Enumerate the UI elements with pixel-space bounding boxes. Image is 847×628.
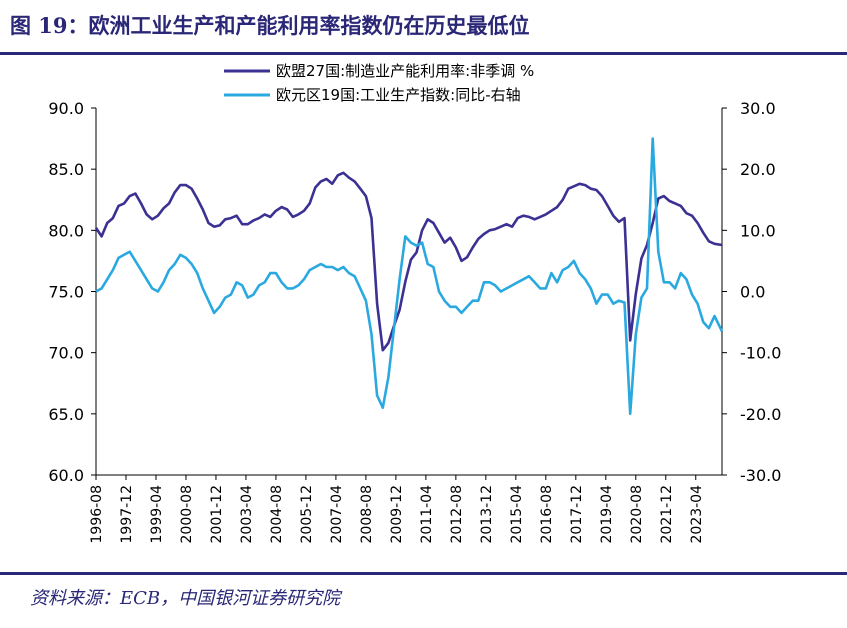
x-tick-label: 2015-04 <box>509 485 525 544</box>
y-left-tick-label: 70.0 <box>48 344 84 363</box>
series-line-capacity-utilization <box>94 171 723 352</box>
y-left-tick-label: 75.0 <box>48 283 84 302</box>
y-right-tick-label: -10.0 <box>740 344 781 363</box>
x-tick-label: 2012-08 <box>449 485 465 544</box>
x-tick-label: 2009-12 <box>389 485 405 544</box>
y-right-tick-label: 20.0 <box>740 160 776 179</box>
x-tick-label: 2016-08 <box>539 485 555 544</box>
series-line-industrial-production <box>95 137 724 416</box>
y-left-tick-label: 85.0 <box>48 160 84 179</box>
line-chart: 欧盟27国:制造业产能利用率:非季调 %欧元区19国:工业生产指数:同比-右轴 … <box>48 62 781 544</box>
x-tick-label: 2020-08 <box>629 485 645 544</box>
x-tick-label: 2019-04 <box>599 485 615 544</box>
y-right-tick-label: -20.0 <box>740 405 781 424</box>
y-right-tick-label: -30.0 <box>740 466 781 485</box>
legend-label: 欧元区19国:工业生产指数:同比-右轴 <box>276 86 521 104</box>
x-tick-label: 2017-12 <box>569 485 585 544</box>
y-left-tick-label: 65.0 <box>48 405 84 424</box>
y-right-tick-label: 10.0 <box>740 221 776 240</box>
x-tick-label: 1996-08 <box>89 485 105 544</box>
y-right-tick-label: 0.0 <box>740 283 765 302</box>
x-tick-label: 2003-04 <box>239 485 255 544</box>
x-tick-label: 2005-12 <box>299 485 315 544</box>
figure-title: 图 19：欧洲工业生产和产能利用率指数仍在历史最低位 <box>10 13 530 38</box>
series-lines <box>94 137 724 416</box>
source-rule <box>0 572 847 575</box>
x-tick-label: 2004-08 <box>269 485 285 544</box>
y-left-tick-label: 80.0 <box>48 221 84 240</box>
x-tick-label: 2011-04 <box>419 485 435 544</box>
x-tick-label: 2007-04 <box>329 485 345 544</box>
x-tick-label: 2008-08 <box>359 485 375 544</box>
x-tick-label: 1997-12 <box>119 485 135 544</box>
x-tick-label: 2001-12 <box>209 485 225 544</box>
source-note: 资料来源：ECB，中国银河证券研究院 <box>30 588 341 609</box>
x-tick-label: 2000-08 <box>179 485 195 544</box>
y-left-tick-label: 90.0 <box>48 99 84 118</box>
y-right-tick-label: 30.0 <box>740 99 776 118</box>
axes: 60.0 65.0 70.0 75.0 80.0 85.0 90.0 -30.0 -20.0 -1… <box>48 99 781 544</box>
x-tick-label: 2023-04 <box>689 485 705 544</box>
legend-label: 欧盟27国:制造业产能利用率:非季调 % <box>276 62 534 80</box>
x-tick-label: 2013-12 <box>479 485 495 544</box>
y-left-tick-label: 60.0 <box>48 466 84 485</box>
x-tick-label: 2021-12 <box>659 485 675 544</box>
title-rule <box>0 52 847 55</box>
x-tick-label: 1999-04 <box>149 485 165 544</box>
legend: 欧盟27国:制造业产能利用率:非季调 % 欧元区19国:工业生产指数:同比-右轴 <box>224 62 534 104</box>
